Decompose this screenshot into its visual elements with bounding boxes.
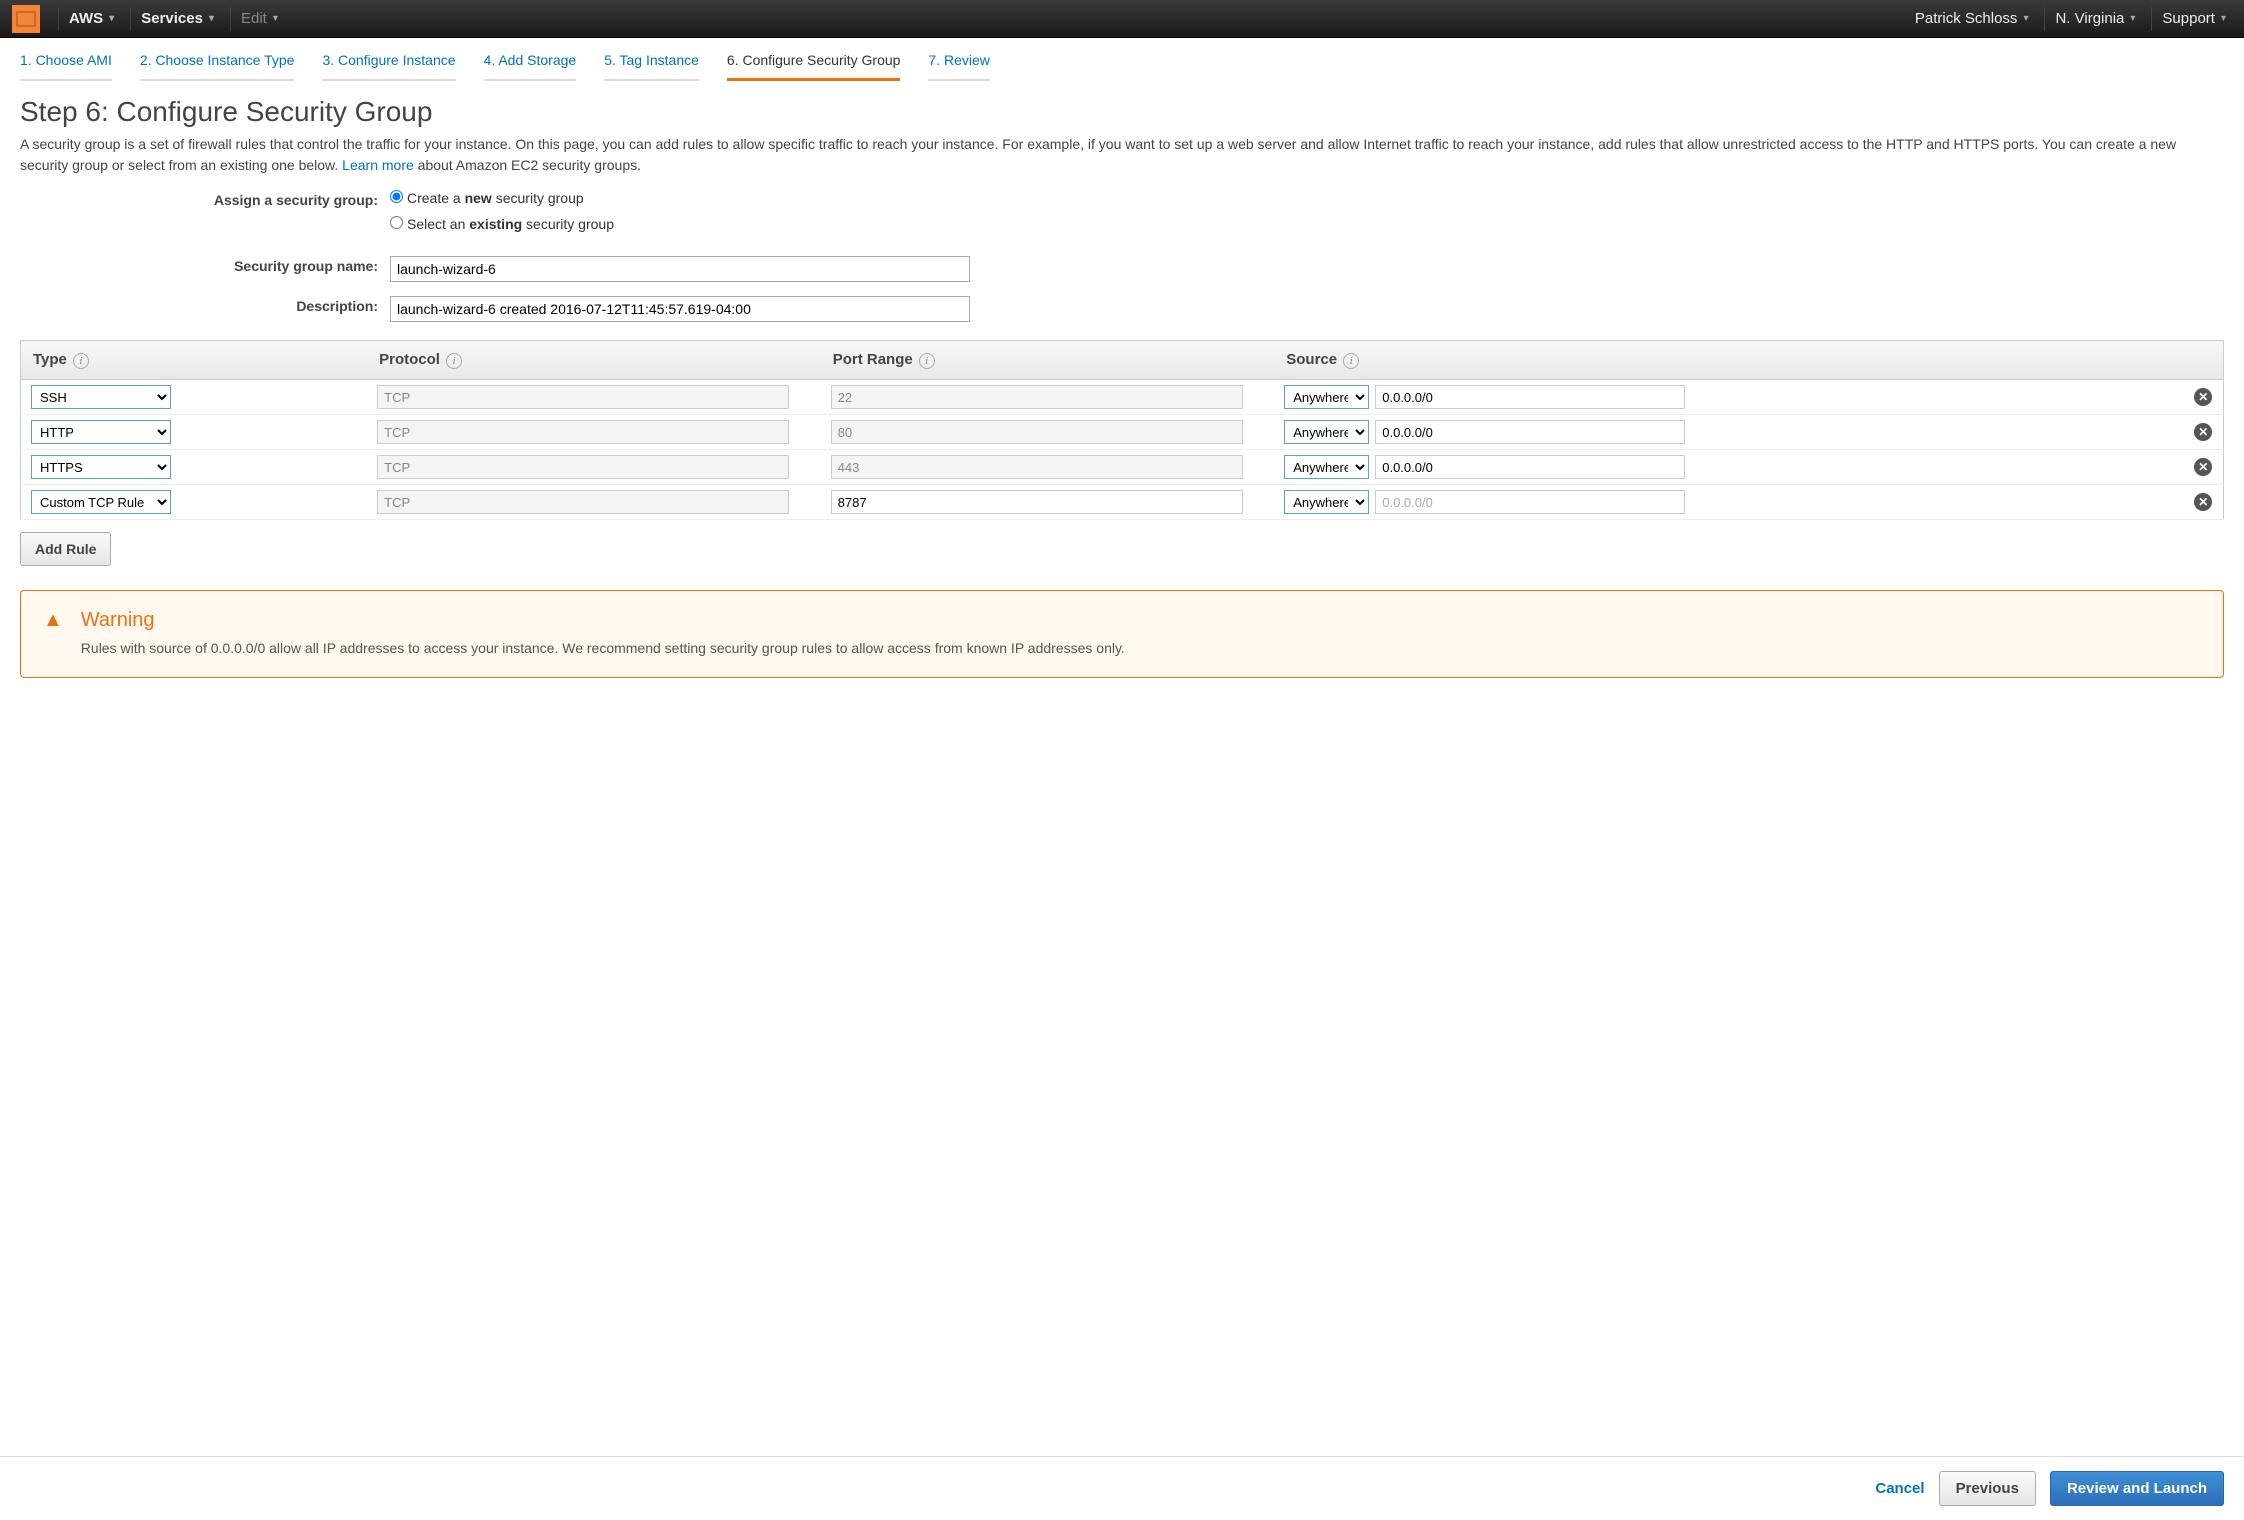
nav-separator	[2151, 7, 2152, 31]
chevron-down-icon: ▾	[2221, 13, 2226, 24]
info-icon[interactable]: i	[1343, 353, 1359, 369]
wizard-tab-5[interactable]: 6. Configure Security Group	[727, 52, 901, 81]
col-port: Port Rangei	[821, 341, 1275, 380]
footer: Cancel Previous Review and Launch	[0, 1456, 2244, 1520]
table-row: Custom TCP Rule Anywhere ✕	[21, 485, 2224, 520]
wizard-tab-6[interactable]: 7. Review	[928, 52, 989, 81]
source-input[interactable]	[1375, 455, 1685, 479]
nav-separator	[2044, 7, 2045, 31]
sg-desc-input[interactable]	[390, 296, 970, 322]
port-input	[831, 420, 1243, 444]
nav-separator	[58, 7, 59, 31]
protocol-input	[377, 490, 789, 514]
remove-rule-icon[interactable]: ✕	[2194, 423, 2212, 441]
nav-services[interactable]: Services▾	[141, 10, 214, 27]
wizard-tab-4[interactable]: 5. Tag Instance	[604, 52, 699, 81]
assign-label: Assign a security group:	[20, 190, 390, 208]
type-select[interactable]: Custom TCP Rule	[31, 490, 171, 514]
type-select[interactable]: HTTP	[31, 420, 171, 444]
wizard-tab-3[interactable]: 4. Add Storage	[484, 52, 577, 81]
chevron-down-icon: ▾	[209, 13, 214, 24]
protocol-input	[377, 385, 789, 409]
col-type: Typei	[21, 341, 368, 380]
sg-name-input[interactable]	[390, 256, 970, 282]
aws-logo-icon[interactable]	[12, 5, 40, 33]
port-input	[831, 455, 1243, 479]
page-content: Step 6: Configure Security Group A secur…	[0, 82, 2244, 778]
nav-separator	[130, 7, 131, 31]
chevron-down-icon: ▾	[109, 13, 114, 24]
chevron-down-icon: ▾	[273, 13, 278, 24]
sg-name-row: Security group name:	[20, 256, 2224, 282]
remove-rule-icon[interactable]: ✕	[2194, 388, 2212, 406]
radio-select-existing[interactable]: Select an existing security group	[390, 216, 2224, 232]
warning-box: ▲ Warning Rules with source of 0.0.0.0/0…	[20, 590, 2224, 678]
type-select[interactable]: HTTPS	[31, 455, 171, 479]
wizard-tab-1[interactable]: 2. Choose Instance Type	[140, 52, 295, 81]
radio-select-existing-input[interactable]	[390, 216, 403, 229]
source-input[interactable]	[1375, 385, 1685, 409]
port-input	[831, 385, 1243, 409]
nav-aws[interactable]: AWS▾	[69, 10, 114, 27]
nav-user[interactable]: Patrick Schloss▾	[1915, 10, 2029, 27]
sg-desc-row: Description:	[20, 296, 2224, 322]
wizard-tabs: 1. Choose AMI 2. Choose Instance Type 3. C…	[0, 38, 2244, 82]
nav-separator	[230, 7, 231, 31]
top-nav: AWS▾ Services▾ Edit▾ Patrick Schloss▾ N.…	[0, 0, 2244, 38]
warning-icon: ▲	[43, 609, 63, 659]
cancel-button[interactable]: Cancel	[1875, 1480, 1924, 1497]
table-row: SSH Anywhere ✕	[21, 380, 2224, 415]
source-select[interactable]: Anywhere	[1284, 420, 1369, 444]
nav-support[interactable]: Support▾	[2162, 10, 2226, 27]
port-input[interactable]	[831, 490, 1243, 514]
info-icon[interactable]: i	[446, 353, 462, 369]
protocol-input	[377, 455, 789, 479]
info-icon[interactable]: i	[919, 353, 935, 369]
chevron-down-icon: ▾	[2023, 13, 2028, 24]
table-row: HTTP Anywhere ✕	[21, 415, 2224, 450]
chevron-down-icon: ▾	[2130, 13, 2135, 24]
rules-table: Typei Protocoli Port Rangei Sourcei SSH A…	[20, 340, 2224, 520]
radio-create-new[interactable]: Create a new security group	[390, 190, 2224, 206]
remove-rule-icon[interactable]: ✕	[2194, 493, 2212, 511]
radio-create-new-input[interactable]	[390, 190, 403, 203]
source-select[interactable]: Anywhere	[1284, 490, 1369, 514]
wizard-tab-0[interactable]: 1. Choose AMI	[20, 52, 112, 81]
protocol-input	[377, 420, 789, 444]
info-icon[interactable]: i	[73, 353, 89, 369]
sg-name-label: Security group name:	[20, 256, 390, 274]
table-row: HTTPS Anywhere ✕	[21, 450, 2224, 485]
assign-security-group-row: Assign a security group: Create a new se…	[20, 190, 2224, 242]
nav-region[interactable]: N. Virginia▾	[2055, 10, 2135, 27]
source-input[interactable]	[1375, 420, 1685, 444]
source-select[interactable]: Anywhere	[1284, 385, 1369, 409]
sg-desc-label: Description:	[20, 296, 390, 314]
warning-title: Warning	[81, 609, 1125, 632]
source-input[interactable]	[1375, 490, 1685, 514]
desc-text-post: about Amazon EC2 security groups.	[414, 157, 641, 173]
remove-rule-icon[interactable]: ✕	[2194, 458, 2212, 476]
learn-more-link[interactable]: Learn more	[342, 157, 414, 173]
type-select[interactable]: SSH	[31, 385, 171, 409]
wizard-tab-2[interactable]: 3. Configure Instance	[322, 52, 455, 81]
source-select[interactable]: Anywhere	[1284, 455, 1369, 479]
col-source: Sourcei	[1274, 341, 2183, 380]
review-launch-button[interactable]: Review and Launch	[2050, 1471, 2224, 1506]
col-protocol: Protocoli	[367, 341, 821, 380]
page-description: A security group is a set of firewall ru…	[20, 134, 2224, 176]
page-title: Step 6: Configure Security Group	[20, 96, 2224, 128]
nav-edit[interactable]: Edit▾	[241, 10, 278, 27]
warning-text: Rules with source of 0.0.0.0/0 allow all…	[81, 638, 1125, 659]
add-rule-button[interactable]: Add Rule	[20, 532, 111, 566]
previous-button[interactable]: Previous	[1939, 1471, 2036, 1506]
